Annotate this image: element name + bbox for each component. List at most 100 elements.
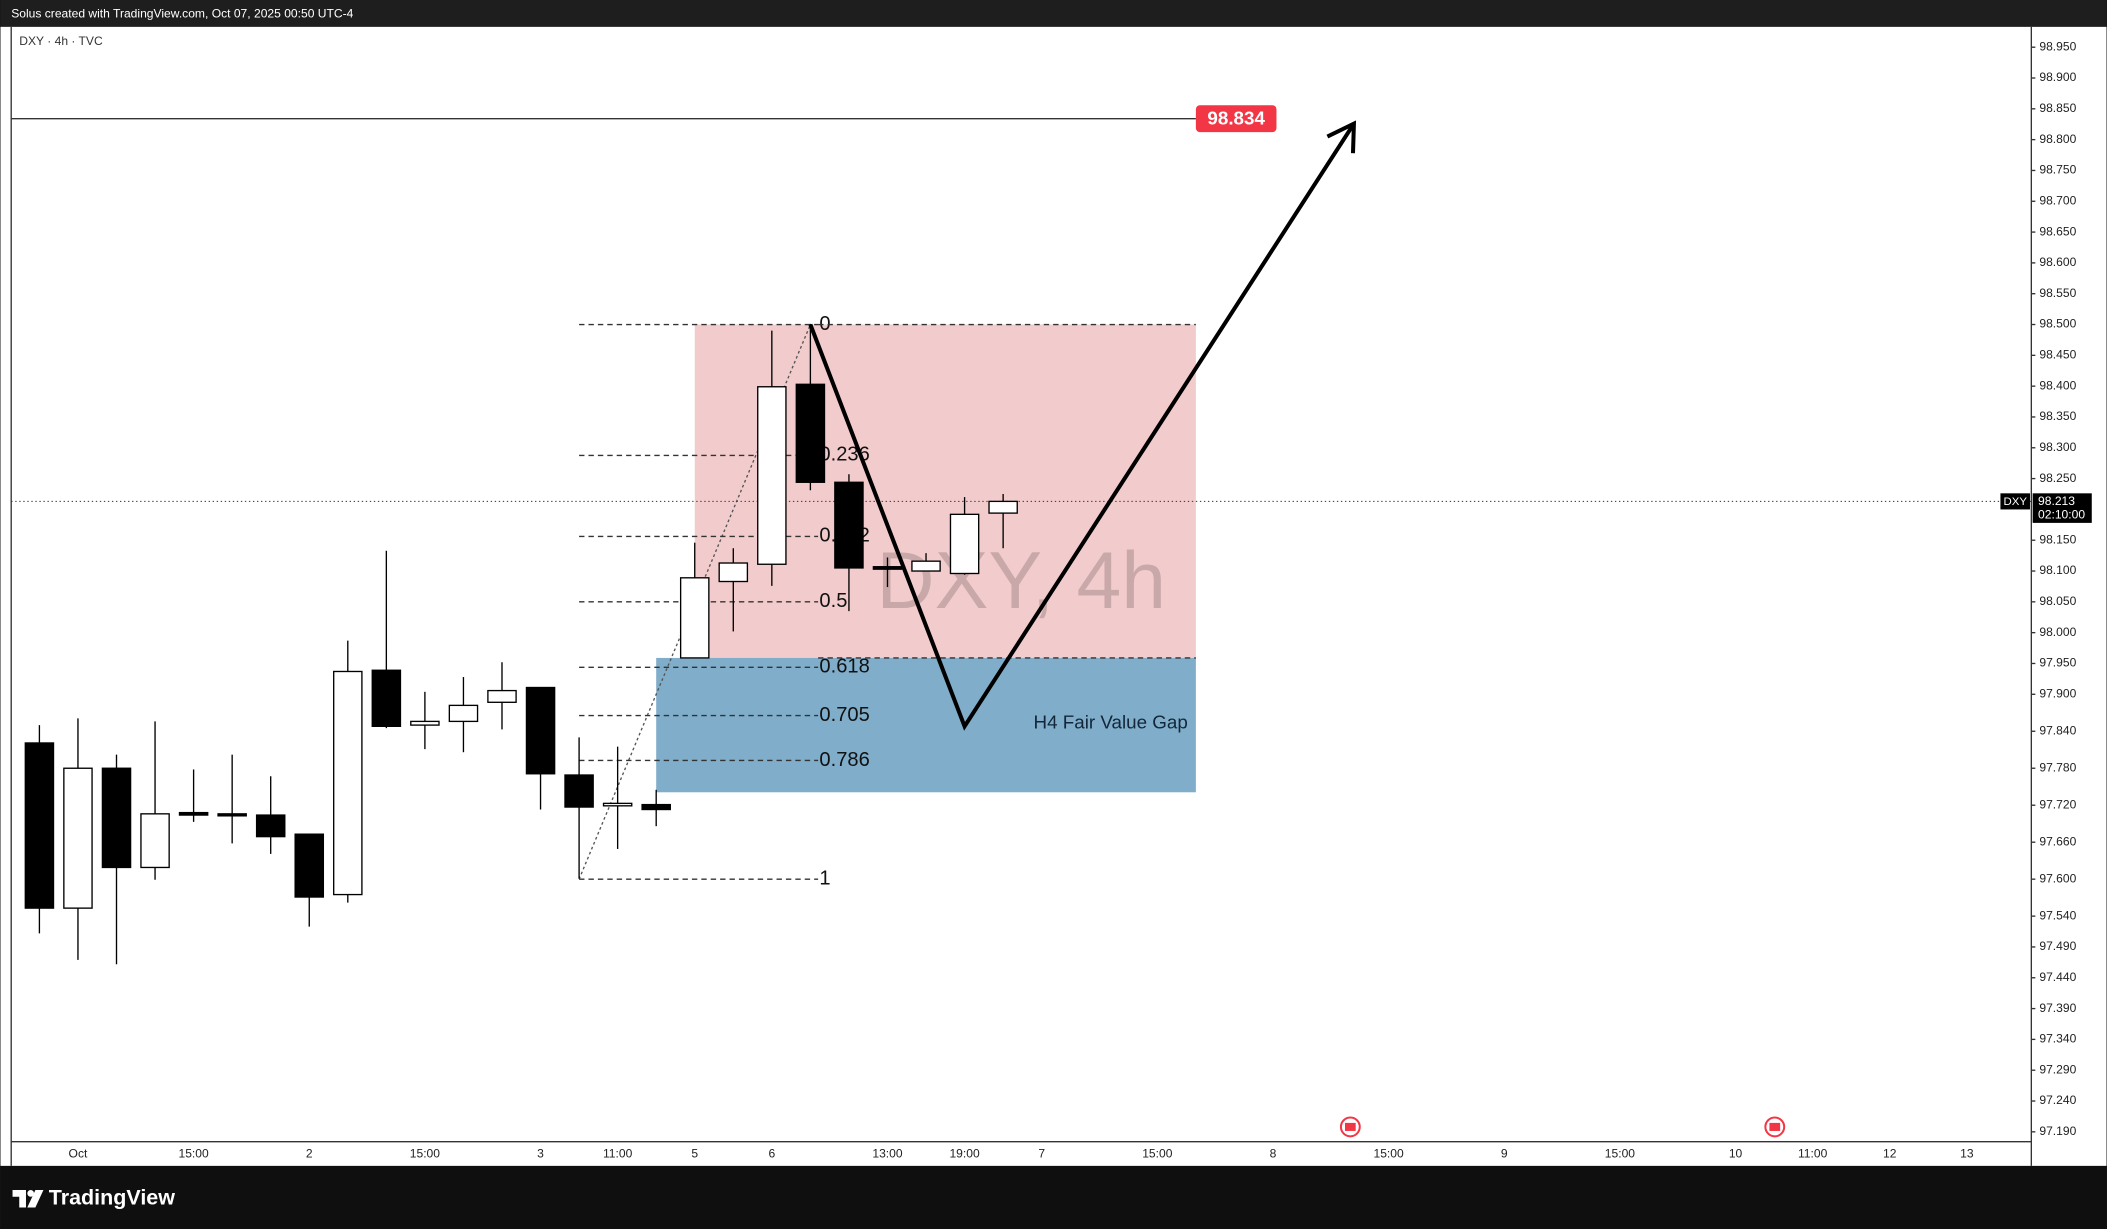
y-tick-label: 98.450 bbox=[2039, 348, 2076, 362]
event-flag bbox=[1764, 1116, 1786, 1138]
x-tick-label: 7 bbox=[1038, 1147, 1045, 1161]
fib-label: 0.705 bbox=[819, 704, 869, 726]
y-tick-label: 98.500 bbox=[2039, 317, 2076, 331]
candle-body bbox=[217, 813, 247, 817]
logo-icon bbox=[12, 1190, 44, 1208]
x-tick-label: 2 bbox=[306, 1147, 313, 1161]
event-flag bbox=[1339, 1116, 1361, 1138]
y-tick-label: 97.780 bbox=[2039, 760, 2076, 774]
fib-label: 0.786 bbox=[819, 749, 869, 771]
x-tick-label: 13:00 bbox=[872, 1147, 903, 1161]
y-tick-label: 97.950 bbox=[2039, 656, 2076, 670]
candle-body bbox=[487, 689, 517, 703]
y-tick-label: 98.600 bbox=[2039, 255, 2076, 269]
zone-label: H4 Fair Value Gap bbox=[1034, 712, 1188, 733]
y-tick-label: 98.150 bbox=[2039, 532, 2076, 546]
x-tick-label: 5 bbox=[691, 1147, 698, 1161]
x-tick-label: 3 bbox=[537, 1147, 544, 1161]
y-tick-label: 97.340 bbox=[2039, 1032, 2076, 1046]
x-tick-label: 13 bbox=[1960, 1147, 1974, 1161]
price-line-label-bg bbox=[1195, 105, 1277, 133]
candle-body bbox=[872, 566, 903, 570]
candle-body bbox=[911, 560, 941, 572]
projection-path bbox=[808, 122, 1356, 731]
zone bbox=[656, 657, 1196, 793]
candle-body bbox=[63, 767, 93, 909]
y-tick-label: 97.720 bbox=[2039, 797, 2076, 811]
y-tick-label: 97.240 bbox=[2039, 1093, 2076, 1107]
x-tick-label: 15:00 bbox=[1605, 1147, 1636, 1161]
y-tick-label: 98.800 bbox=[2039, 132, 2076, 146]
candle-body bbox=[255, 814, 286, 838]
y-tick-label: 97.190 bbox=[2039, 1124, 2076, 1138]
header-bar bbox=[0, 0, 2107, 27]
y-tick-label: 98.950 bbox=[2039, 39, 2076, 53]
footer-bar bbox=[0, 1165, 2107, 1229]
candle-body bbox=[679, 577, 710, 659]
y-tick-label: 97.540 bbox=[2039, 908, 2076, 922]
y-tick-label: 98.650 bbox=[2039, 224, 2076, 238]
y-tick-label: 98.350 bbox=[2039, 409, 2076, 423]
candle-body bbox=[834, 481, 864, 569]
y-tick-label: 98.000 bbox=[2039, 625, 2076, 639]
x-tick-label: 12 bbox=[1883, 1147, 1897, 1161]
y-tick-label: 98.250 bbox=[2039, 471, 2076, 485]
candle-body bbox=[294, 833, 325, 898]
y-tick-label: 97.390 bbox=[2039, 1001, 2076, 1015]
y-tick-label: 97.290 bbox=[2039, 1062, 2076, 1076]
candle-body bbox=[333, 670, 363, 896]
fib-label: 1 bbox=[819, 867, 830, 889]
fib-label: 0.618 bbox=[819, 656, 869, 678]
logo-shape bbox=[27, 1190, 44, 1208]
candle-body bbox=[178, 811, 209, 816]
candle-body bbox=[140, 813, 170, 869]
x-tick-label: 11:00 bbox=[1798, 1147, 1828, 1161]
y-tick-label: 98.400 bbox=[2039, 378, 2076, 392]
event-icon bbox=[1344, 1122, 1356, 1131]
fib-label: 0.5 bbox=[819, 590, 847, 612]
candle-body bbox=[757, 386, 787, 565]
symbol-tag bbox=[2000, 493, 2030, 510]
last-price-tag bbox=[2032, 493, 2092, 523]
y-tick-label: 98.300 bbox=[2039, 440, 2076, 454]
fib-label: 0 bbox=[819, 313, 830, 335]
y-tick-label: 98.850 bbox=[2039, 101, 2076, 115]
x-tick-label: 10 bbox=[1729, 1147, 1743, 1161]
y-tick-label: 97.900 bbox=[2039, 686, 2076, 700]
candle-body bbox=[795, 383, 826, 483]
watermark: DXY, 4h bbox=[876, 536, 1166, 626]
y-tick-label: 98.100 bbox=[2039, 563, 2076, 577]
y-tick-label: 97.600 bbox=[2039, 871, 2076, 885]
x-tick-label: Oct bbox=[69, 1147, 88, 1161]
header-text: Solus created with TradingView.com, Oct … bbox=[11, 6, 353, 20]
y-tick-label: 98.700 bbox=[2039, 193, 2076, 207]
x-tick-label: 11:00 bbox=[603, 1147, 633, 1161]
x-tick-label: 19:00 bbox=[949, 1147, 980, 1161]
legend: DXY · 4h · TVC bbox=[19, 34, 103, 48]
y-tick-label: 98.550 bbox=[2039, 286, 2076, 300]
projection-arrowhead bbox=[1326, 120, 1357, 154]
candle-body bbox=[410, 720, 440, 726]
candle-body bbox=[371, 669, 402, 728]
countdown: 02:10:00 bbox=[2038, 508, 2085, 522]
x-tick-label: 15:00 bbox=[410, 1147, 441, 1161]
candle-body bbox=[101, 767, 132, 869]
x-tick-label: 6 bbox=[768, 1147, 775, 1161]
y-tick-label: 97.660 bbox=[2039, 834, 2076, 848]
candle-body bbox=[564, 774, 594, 808]
logo-shape bbox=[12, 1190, 26, 1208]
x-tick-label: 9 bbox=[1501, 1147, 1508, 1161]
price-line-label: 98.834 bbox=[1207, 107, 1265, 128]
x-tick-label: 15:00 bbox=[1374, 1147, 1405, 1161]
symbol-tag-text: DXY bbox=[2003, 496, 2027, 508]
candle-body bbox=[949, 513, 980, 575]
x-tick-label: 15:00 bbox=[178, 1147, 209, 1161]
y-tick-label: 98.900 bbox=[2039, 70, 2076, 84]
candle-body bbox=[525, 686, 556, 775]
y-tick-label: 98.750 bbox=[2039, 163, 2076, 177]
logo-dot bbox=[27, 1190, 35, 1197]
candle-body bbox=[641, 803, 671, 811]
candle-body bbox=[602, 802, 633, 807]
